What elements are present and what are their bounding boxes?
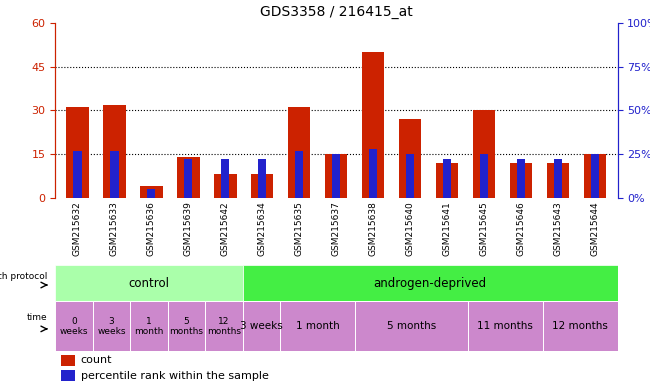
Bar [369,149,378,198]
Text: 3
weeks: 3 weeks [98,317,125,336]
Text: 0
weeks: 0 weeks [60,317,88,336]
Bar [185,159,192,198]
Bar [66,108,88,198]
Bar [214,174,237,198]
Text: GSM215634: GSM215634 [258,201,267,256]
Bar [406,154,415,198]
Bar [547,163,569,198]
Text: growth protocol: growth protocol [0,272,47,281]
Bar [242,301,280,351]
Bar [61,370,75,381]
Text: GSM215644: GSM215644 [591,201,600,256]
Bar [205,301,242,351]
Bar [436,163,458,198]
Text: GSM215632: GSM215632 [73,201,82,256]
Text: 12
months: 12 months [207,317,241,336]
Bar [55,301,93,351]
Text: androgen-deprived: androgen-deprived [374,277,487,290]
Text: 1 month: 1 month [296,321,339,331]
Bar [258,159,266,198]
Text: 5
months: 5 months [170,317,203,336]
Bar [252,174,274,198]
Bar [93,301,130,351]
Bar [140,186,162,198]
Text: time: time [27,313,47,322]
Bar [584,154,606,198]
Text: control: control [129,277,170,290]
Bar [295,151,304,198]
Title: GDS3358 / 216415_at: GDS3358 / 216415_at [260,5,413,19]
Text: GSM215641: GSM215641 [443,201,452,256]
Text: 5 months: 5 months [387,321,436,331]
Bar [148,189,155,198]
Text: GSM215637: GSM215637 [332,201,341,256]
Bar [592,154,599,198]
Bar [554,159,562,198]
Bar [332,154,341,198]
Bar [55,265,242,301]
Bar [130,301,168,351]
Text: GSM215642: GSM215642 [221,201,230,256]
Bar [325,154,348,198]
Bar [111,151,118,198]
Bar [543,301,618,351]
Text: GSM215638: GSM215638 [369,201,378,256]
Bar [443,159,451,198]
Bar [222,159,229,198]
Bar [517,159,525,198]
Text: GSM215640: GSM215640 [406,201,415,256]
Text: count: count [81,355,112,365]
Text: 1
month: 1 month [135,317,164,336]
Bar [467,301,543,351]
Text: GSM215646: GSM215646 [517,201,526,256]
Text: GSM215639: GSM215639 [184,201,193,256]
Text: GSM215636: GSM215636 [147,201,156,256]
Bar [177,157,200,198]
Bar [399,119,421,198]
Bar [289,108,311,198]
Text: 11 months: 11 months [477,321,533,331]
Text: GSM215633: GSM215633 [110,201,119,256]
Text: percentile rank within the sample: percentile rank within the sample [81,371,268,381]
Bar [355,301,467,351]
Bar [362,52,384,198]
Bar [480,154,488,198]
Text: 3 weeks: 3 weeks [240,321,283,331]
Bar [103,104,125,198]
Text: GSM215643: GSM215643 [554,201,563,256]
Bar [510,163,532,198]
Bar [168,301,205,351]
Text: 12 months: 12 months [552,321,608,331]
Text: GSM215645: GSM215645 [480,201,489,256]
Bar [280,301,355,351]
Bar [73,151,81,198]
Bar [242,265,618,301]
Bar [473,111,495,198]
Text: GSM215635: GSM215635 [295,201,304,256]
Bar [61,355,75,366]
